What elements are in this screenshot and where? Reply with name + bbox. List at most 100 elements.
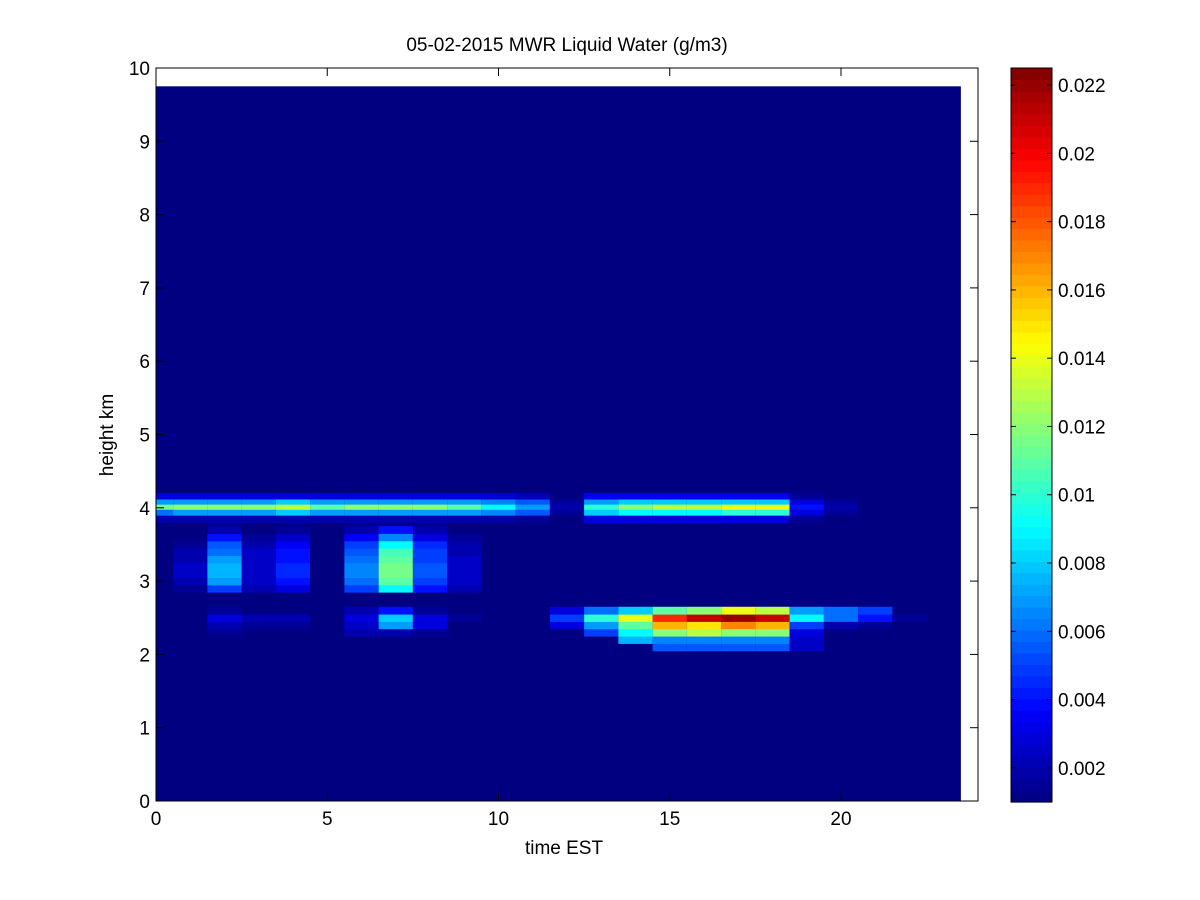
colorbar-tick-label: 0.008 <box>1058 554 1106 575</box>
colorbar-ticks: 0.002 0.004 0.006 0.008 0.01 0.012 0.014 0.016 0… <box>1011 76 1106 780</box>
colorbar-segment <box>1011 572 1052 585</box>
y-tick-label: 2 <box>139 645 150 666</box>
heatmap-cell <box>275 570 311 578</box>
heatmap-cell <box>618 614 653 622</box>
x-tick-label: 0 <box>151 809 162 830</box>
heatmap-cell <box>275 533 311 542</box>
heatmap-cell <box>549 606 585 615</box>
heatmap-cell <box>241 515 276 523</box>
colorbar-segment <box>1011 217 1052 230</box>
colorbar-segment <box>1011 767 1052 780</box>
heatmap-cell <box>789 628 824 637</box>
heatmap-cell <box>789 509 824 516</box>
heatmap-cell <box>515 515 550 523</box>
heatmap-cell <box>721 643 756 652</box>
heatmap-cell <box>721 614 756 622</box>
colorbar-segment <box>1011 675 1052 688</box>
heatmap-cell <box>412 504 448 510</box>
colorbar-segment <box>1011 240 1052 253</box>
heatmap-cell <box>652 515 687 523</box>
colorbar-segment <box>1011 469 1052 482</box>
heatmap-cell <box>823 614 859 622</box>
heatmap-cell <box>378 628 413 637</box>
heatmap-cell <box>207 621 242 630</box>
colorbar-segment <box>1011 629 1052 643</box>
heatmap-cell <box>412 606 448 615</box>
heatmap-cell <box>447 540 482 549</box>
heatmap-cell <box>755 509 790 516</box>
colorbar-segment <box>1011 446 1052 459</box>
heatmap-cell <box>344 526 379 534</box>
heatmap-cell <box>207 509 242 516</box>
heatmap-cell <box>378 577 413 586</box>
heatmap-cell <box>378 606 413 615</box>
heatmap-cell <box>618 636 653 644</box>
heatmap-cell <box>618 606 653 615</box>
heatmap-cell <box>378 493 413 500</box>
heatmap-cell <box>686 504 722 510</box>
colorbar-segment <box>1011 171 1052 184</box>
heatmap-cell <box>275 515 311 523</box>
x-axis-ticks: 0 5 10 15 20 <box>151 68 852 830</box>
heatmap-cell <box>686 614 722 622</box>
heatmap-cell <box>156 499 174 505</box>
heatmap-cell <box>481 509 516 516</box>
heatmap-cell <box>156 493 174 500</box>
heatmap-cell <box>721 515 756 523</box>
heatmap-cell <box>721 636 756 644</box>
heatmap-cell <box>344 621 379 630</box>
heatmap-cell <box>344 562 379 571</box>
heatmap-cell <box>584 509 619 516</box>
heatmap-cell <box>447 584 482 593</box>
heatmap-cell <box>207 570 242 578</box>
heatmap-cell <box>412 621 448 630</box>
heatmap-cell <box>241 577 276 586</box>
heatmap-cell <box>789 606 824 615</box>
colorbar-segment <box>1011 584 1052 597</box>
heatmap-cell <box>721 606 756 615</box>
colorbar <box>1010 67 1053 803</box>
colorbar-tick-label: 0.02 <box>1058 144 1095 165</box>
heatmap-cell <box>652 628 687 637</box>
colorbar-segment <box>1011 389 1052 402</box>
colorbar-segment <box>1011 102 1052 115</box>
heatmap-cell <box>207 614 242 622</box>
colorbar-segment <box>1011 664 1052 677</box>
colorbar-tick-label: 0.016 <box>1058 281 1106 302</box>
heatmap-cell <box>207 606 242 615</box>
heatmap-cell <box>241 504 276 510</box>
heatmap-cell <box>789 614 824 622</box>
x-tick-label: 20 <box>830 809 851 830</box>
colorbar-segment <box>1011 297 1052 310</box>
heatmap-cell <box>241 499 276 505</box>
heatmap-cell <box>275 526 311 534</box>
heatmap-cell <box>721 509 756 516</box>
colorbar-segment <box>1011 721 1052 734</box>
heatmap-cell <box>755 628 790 637</box>
heatmap-cell <box>310 499 345 505</box>
y-axis-ticks: 0 1 2 3 4 5 6 7 8 9 10 <box>129 59 978 813</box>
heatmap-cell <box>755 614 790 622</box>
colorbar-segment <box>1011 457 1052 471</box>
heatmap-cell <box>207 562 242 571</box>
heatmap-cell <box>173 509 208 516</box>
colorbar-segment <box>1011 515 1052 528</box>
heatmap-cell <box>310 504 345 510</box>
heatmap-cell <box>447 504 482 510</box>
heatmap-cell <box>207 533 242 542</box>
heatmap-cell <box>618 499 653 505</box>
heatmap-background-field <box>156 86 961 801</box>
heatmap-cell <box>823 509 859 516</box>
heatmap-cell <box>275 504 311 510</box>
colorbar-tick-label: 0.004 <box>1058 691 1106 712</box>
y-tick-label: 3 <box>139 572 150 593</box>
heatmap-cell <box>173 577 208 586</box>
y-tick-label: 0 <box>139 792 150 813</box>
heatmap-cell <box>755 515 790 523</box>
colorbar-tick-label: 0.012 <box>1058 417 1106 438</box>
heatmap-cell <box>344 504 379 510</box>
colorbar-segment <box>1011 159 1052 172</box>
y-tick-label: 8 <box>139 206 150 227</box>
heatmap-cell <box>823 504 859 510</box>
colorbar-segment <box>1011 526 1052 539</box>
